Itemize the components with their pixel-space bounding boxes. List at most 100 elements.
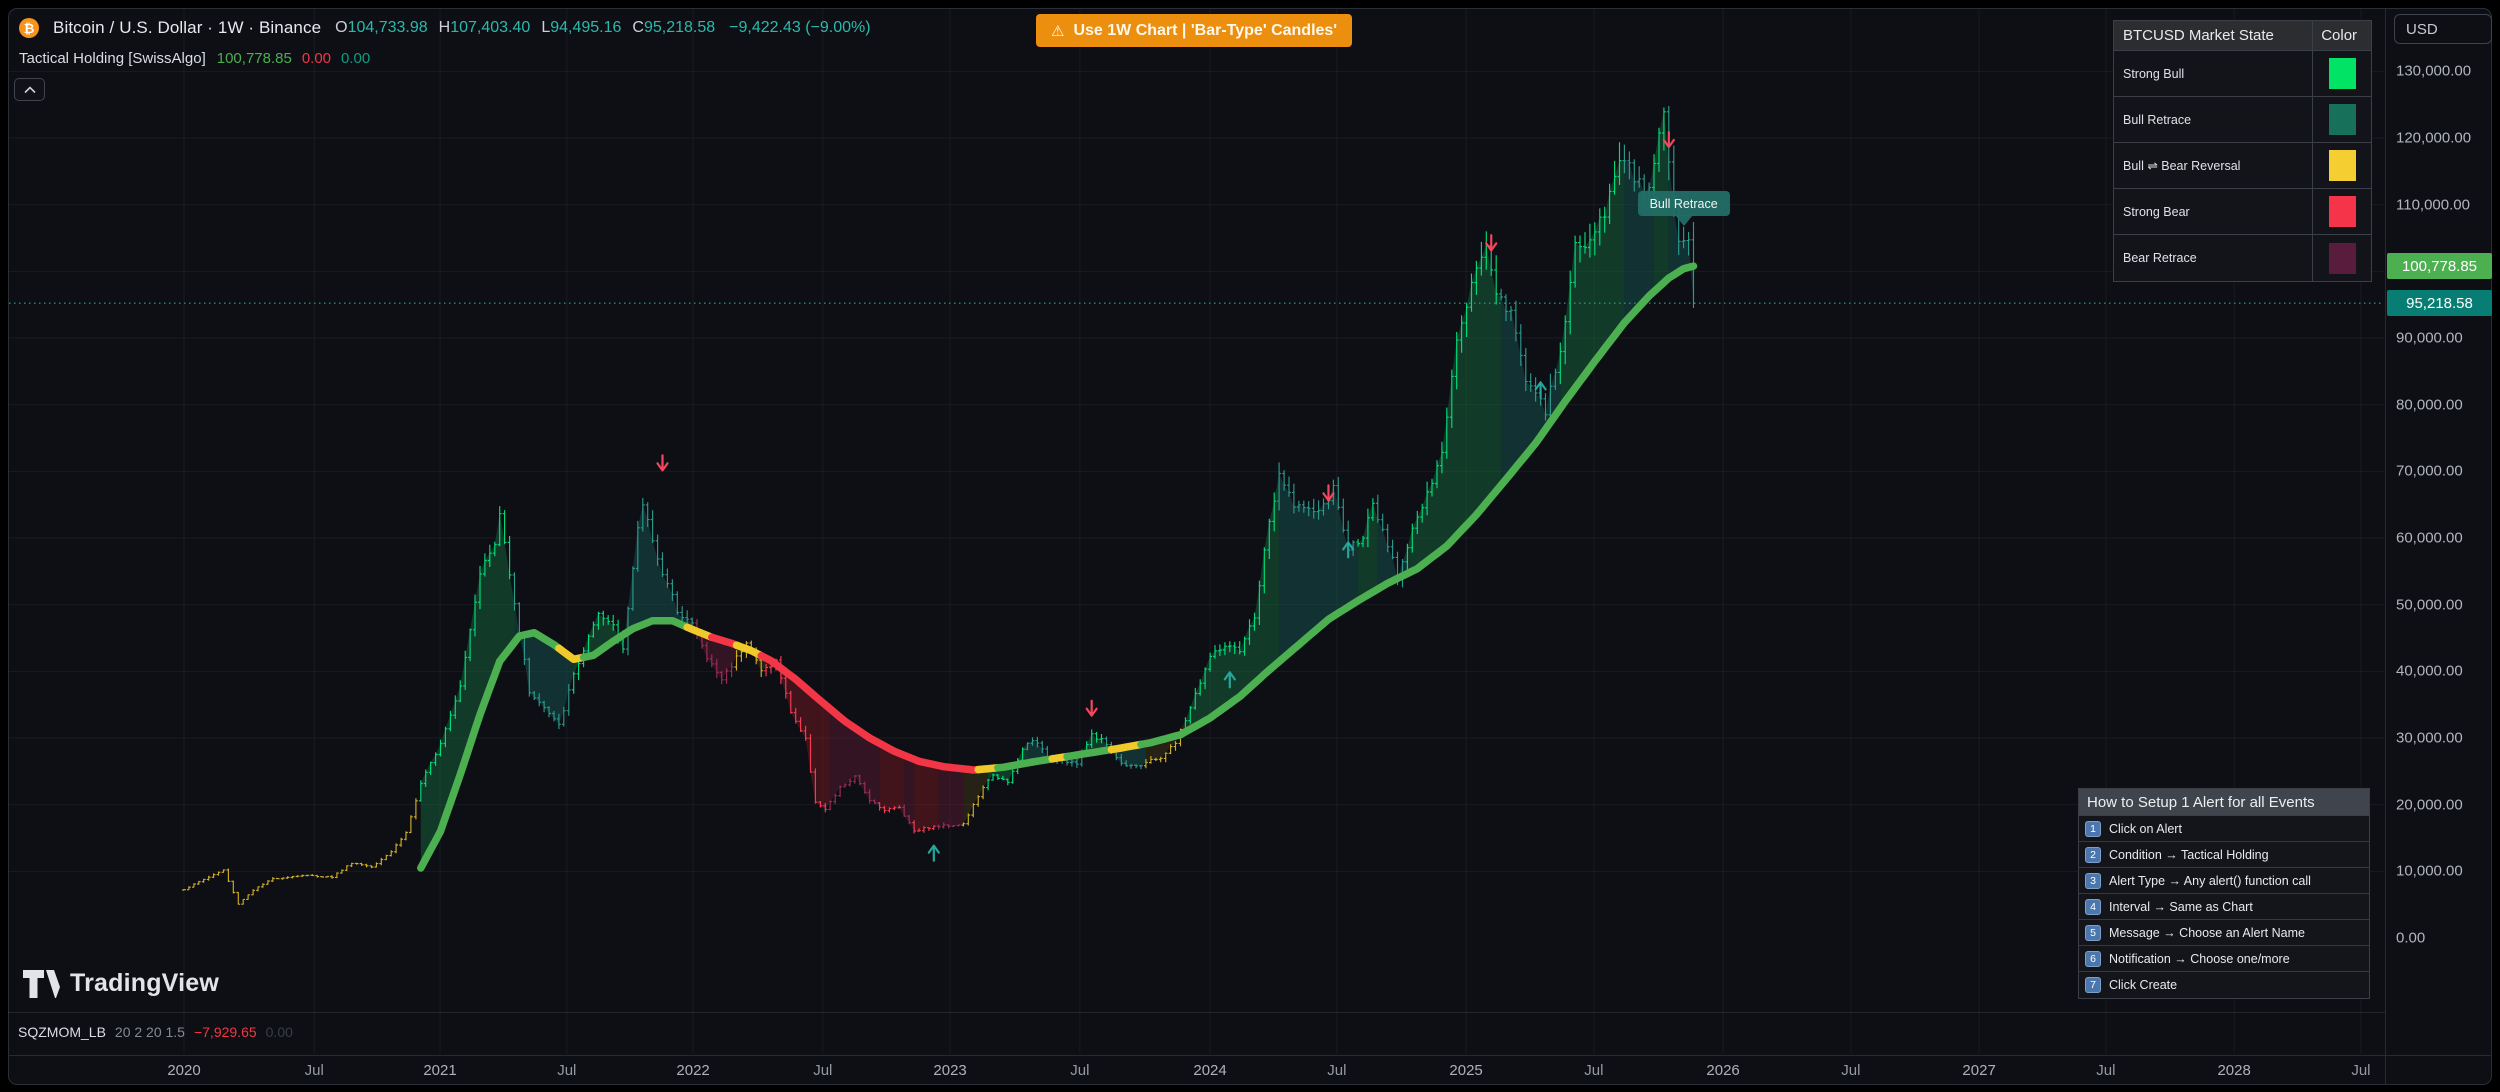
price-tick-label: 50,000.00 (2396, 596, 2463, 614)
market-state-chip-cell (2312, 189, 2371, 234)
price-tick-label: 130,000.00 (2396, 62, 2472, 80)
ohlc-label: L (541, 19, 551, 36)
market-state-label: Bull ⇌ Bear Reversal (2123, 159, 2241, 173)
sqzmom-params: 20 2 20 1.5 (114, 1024, 185, 1040)
time-tick-label: 2023 (933, 1062, 967, 1079)
state-fill-bull (988, 743, 1028, 783)
time-tick-label: Jul (1070, 1062, 1090, 1079)
alert-setup-panel: How to Setup 1 Alert for all Events 1 Cli… (2078, 788, 2370, 999)
time-tick-label: Jul (304, 1062, 324, 1079)
pane-collapse-button[interactable] (14, 78, 45, 101)
time-tick-label: 2024 (1193, 1062, 1227, 1079)
market-state-color-chip (2328, 242, 2356, 274)
market-state-table: BTCUSD Market State Color Strong Bull Bul… (2113, 20, 2372, 282)
time-tick-label: 2022 (676, 1062, 710, 1079)
ohlc-label: C (632, 19, 644, 36)
symbol-title[interactable]: Bitcoin / U.S. Dollar · 1W · Binance (53, 18, 322, 37)
alert-step-text: Interval → Same as Chart (2109, 899, 2253, 914)
ohlc-label: O (335, 19, 348, 36)
currency-button[interactable]: USD (2394, 14, 2492, 44)
market-state-color-chip (2328, 196, 2356, 227)
market-state-row-1: Bull Retrace (2114, 97, 2371, 143)
signal-arrow-up-icon (1534, 381, 1547, 399)
ohlc-value: 104,733.98 (347, 19, 428, 36)
price-tick-label: 120,000.00 (2396, 129, 2472, 147)
time-tick-label: 2027 (1962, 1062, 1996, 1079)
tactical-line-reversal (1107, 740, 1145, 754)
tradingview-logo-text: TradingView (70, 969, 220, 997)
tradingview-logo-icon (23, 969, 60, 998)
alert-step-text: Message → Choose an Alert Name (2109, 925, 2305, 940)
market-state-color-chip (2328, 150, 2356, 181)
alert-step-number: 6 (2085, 950, 2101, 967)
alert-panel-title: How to Setup 1 Alert for all Events (2079, 789, 2369, 816)
market-state-label: Strong Bull (2123, 66, 2185, 81)
time-tick-label: Jul (557, 1062, 577, 1079)
change-value: −9,422.43 (−9.00%) (729, 19, 871, 36)
state-fill-bull (573, 608, 628, 674)
market-state-chip-cell (2312, 143, 2371, 188)
tooltip-text: Bull Retrace (1649, 196, 1718, 211)
price-tick-label: 10,000.00 (2396, 862, 2463, 880)
warning-banner[interactable]: ⚠ Use 1W Chart | 'Bar-Type' Candles' (1036, 14, 1353, 47)
alert-step-number: 5 (2085, 924, 2101, 941)
state-fill-bull_retrace (628, 504, 697, 635)
alert-step-number: 7 (2085, 977, 2101, 993)
alert-step-text: Click Create (2109, 978, 2178, 992)
alert-step-number: 3 (2085, 872, 2101, 889)
tactical-line-bear (708, 633, 741, 649)
indicator-value-2: 0.00 (341, 49, 371, 67)
ohlc-value: 94,495.16 (550, 19, 622, 36)
ohlc-bars-reversal (182, 640, 1183, 905)
market-state-row-0: Strong Bull (2114, 51, 2371, 97)
tactical-line-bull (1063, 745, 1116, 761)
market-state-row-2: Bull ⇌ Bear Reversal (2114, 143, 2371, 189)
sqzmom-name[interactable]: SQZMOM_LB (18, 1024, 106, 1040)
state-fill-bull_retrace (1377, 519, 1408, 590)
market-state-chip-cell (2312, 235, 2371, 281)
indicator-name[interactable]: Tactical Holding [SwissAlgo] (19, 49, 206, 67)
market-state-label: Bull Retrace (2123, 112, 2192, 127)
tooltip-pointer (1674, 215, 1693, 226)
alert-step-6: 6 Notification → Choose one/more (2079, 946, 2369, 972)
market-state-label: Bear Retrace (2123, 251, 2197, 265)
price-tick-label: 0.00 (2396, 929, 2426, 947)
price-badge-0: 100,778.85 (2387, 253, 2492, 280)
ohlc-l: L94,495.16 (541, 19, 621, 37)
bitcoin-icon: ₿ (19, 18, 39, 38)
market-state-row-4: Bear Retrace (2114, 235, 2371, 281)
time-tick-label: 2025 (1449, 1062, 1483, 1079)
time-tick-label: Jul (2351, 1062, 2371, 1079)
signal-arrow-up-icon (1223, 671, 1236, 689)
state-fill-bear_retrace (938, 765, 964, 827)
alert-step-4: 4 Interval → Same as Chart (2079, 894, 2369, 920)
signal-arrow-down-icon (1085, 699, 1098, 717)
price-axis-separator (2385, 8, 2386, 1085)
alert-step-5: 5 Message → Choose an Alert Name (2079, 920, 2369, 946)
time-tick-label: Jul (2096, 1062, 2116, 1079)
ohlc-values: O104,733.98 H107,403.40 L94,495.16 C95,218.… (335, 19, 715, 37)
price-tick-label: 40,000.00 (2396, 662, 2463, 680)
state-fill-bear (914, 759, 939, 832)
price-badge-1: 95,218.58 (2387, 290, 2492, 317)
market-state-label: Strong Bear (2123, 204, 2190, 219)
tradingview-logo[interactable]: TradingView (23, 969, 219, 998)
price-tick-label: 110,000.00 (2396, 196, 2470, 214)
signal-arrow-down-icon (656, 454, 669, 472)
market-state-chip-cell (2312, 51, 2371, 96)
state-fill-bull (1358, 503, 1378, 601)
signal-arrow-down-icon (1322, 484, 1335, 502)
ohlc-c: C95,218.58 (632, 19, 715, 37)
alert-step-text: Notification → Choose one/more (2109, 951, 2290, 966)
price-tick-label: 80,000.00 (2396, 396, 2463, 414)
state-fill-bull (420, 513, 515, 868)
time-tick-label: 2020 (167, 1062, 201, 1079)
tactical-line-bull (994, 755, 1056, 772)
pane-separator[interactable] (8, 1012, 2385, 1013)
market-state-row-3: Strong Bear (2114, 189, 2371, 235)
alert-step-7: 7 Click Create (2079, 972, 2369, 998)
ohlc-o: O104,733.98 (335, 19, 428, 37)
tactical-line-bull (579, 616, 691, 662)
indicator-value-1: 0.00 (301, 49, 332, 67)
